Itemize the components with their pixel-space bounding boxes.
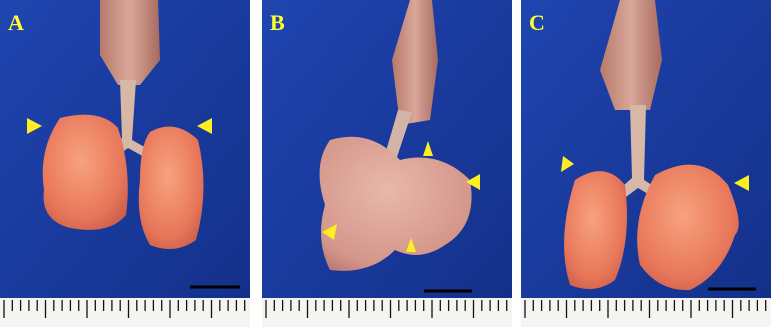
trachea — [384, 110, 412, 160]
left-lung — [564, 171, 628, 289]
panel-b: B — [262, 0, 512, 298]
lungs — [319, 136, 472, 271]
arrowhead — [197, 118, 212, 134]
ruler — [521, 298, 771, 327]
arrowhead — [466, 174, 480, 190]
esophagus — [392, 0, 438, 125]
arrowhead — [322, 224, 337, 240]
esophagus — [600, 0, 662, 110]
panel-a: A — [0, 0, 250, 298]
rulers — [0, 298, 771, 327]
right-lung — [637, 164, 739, 291]
esophagus — [100, 0, 160, 85]
ruler — [262, 298, 512, 327]
trachea — [106, 80, 150, 160]
arrowhead — [734, 175, 749, 191]
panel-label: C — [529, 10, 545, 35]
arrowhead — [406, 238, 416, 252]
arrowhead — [423, 141, 433, 156]
arrowhead — [27, 118, 42, 134]
panel-label: A — [8, 10, 24, 35]
left-lung — [42, 114, 128, 230]
panel-c: C — [521, 0, 771, 298]
ruler — [0, 298, 250, 327]
trachea — [616, 105, 660, 200]
arrowhead — [561, 156, 574, 172]
right-lung — [138, 126, 204, 249]
panel-label: B — [270, 10, 285, 35]
